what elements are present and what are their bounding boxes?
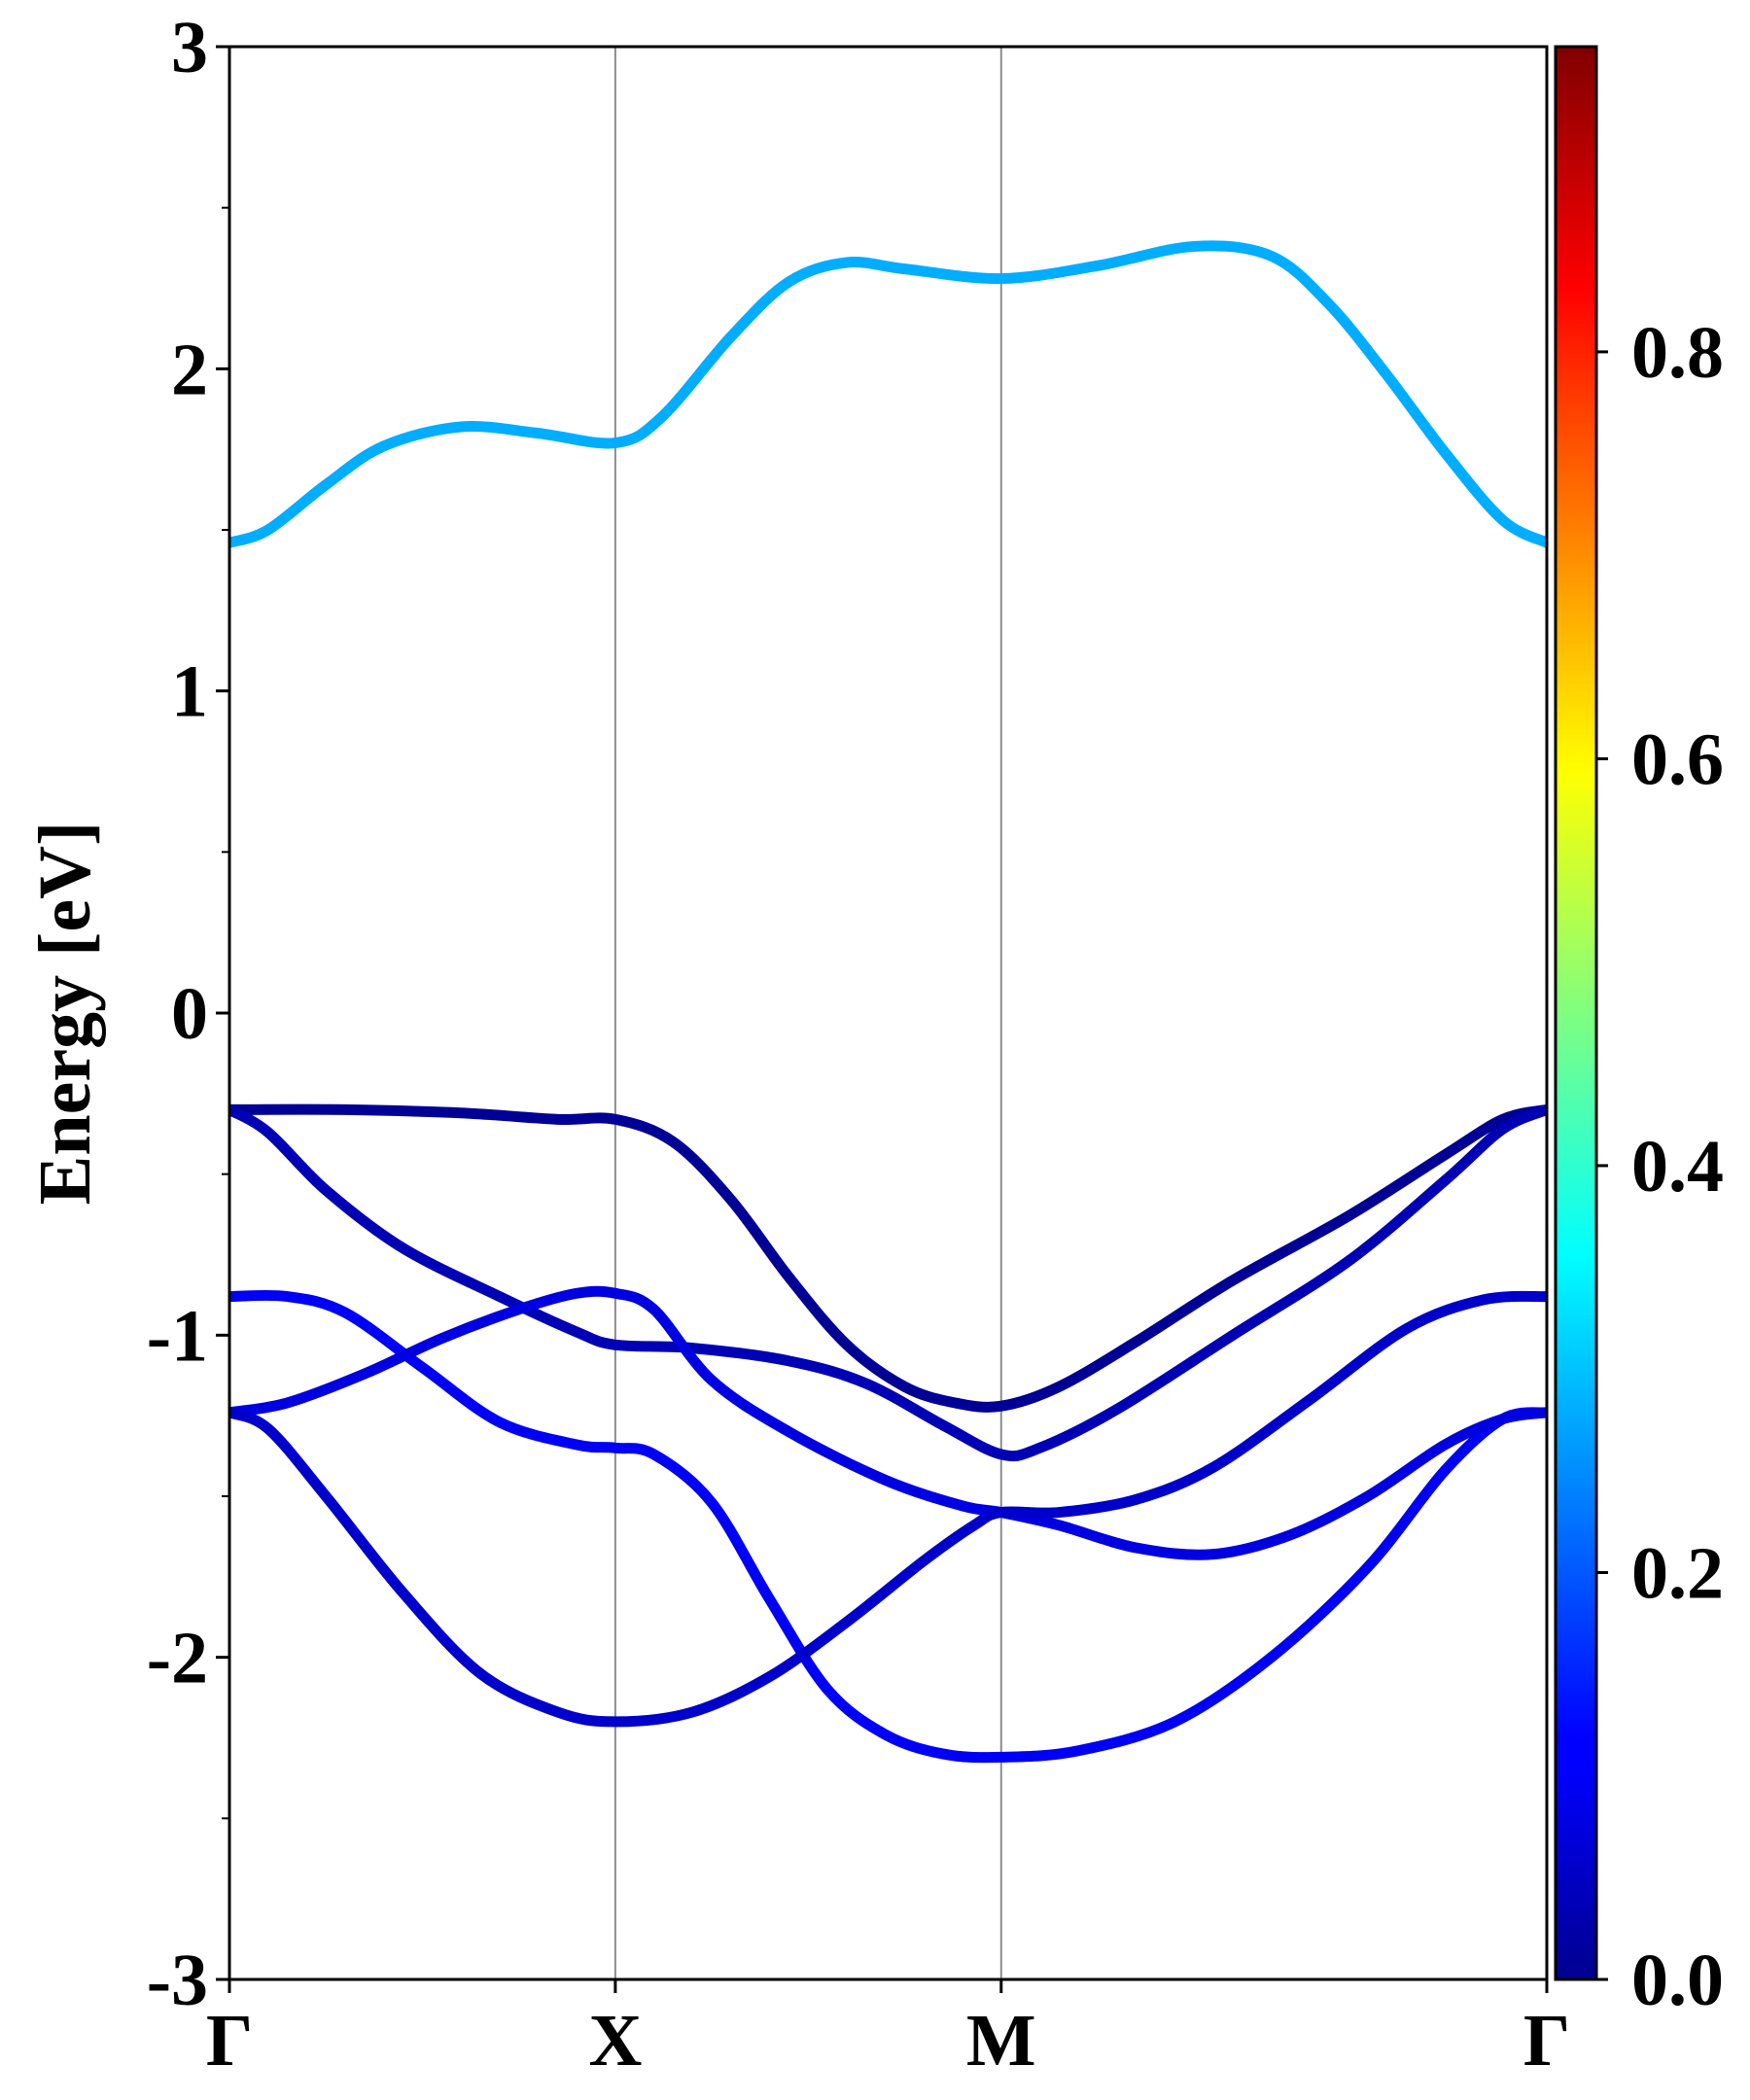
plot-frame (228, 45, 1549, 1981)
k-point-label: Γ (1523, 2000, 1570, 2082)
colorbar-tick-label: 0.4 (1631, 1126, 1724, 1208)
colorbar-tick-label: 0.0 (1631, 1940, 1724, 2021)
y-tick-label: 0 (171, 973, 208, 1055)
colorbar-tick-label: 0.6 (1631, 718, 1724, 800)
y-axis: -3 -2 -1 0 1 2 3 (147, 7, 229, 2021)
y-tick-label: 3 (171, 7, 208, 88)
band-line-1 (229, 1103, 1547, 1413)
y-tick-label: -1 (147, 1295, 208, 1377)
colorbar-gradient (1554, 45, 1598, 1981)
band-series-layer (229, 240, 1547, 1764)
k-point-label: Γ (206, 2000, 253, 2082)
band-line-4 (229, 1285, 1547, 1560)
band-line-5 (229, 1290, 1547, 1728)
y-axis-title: Energy [eV] (24, 822, 106, 1206)
k-point-label: X (588, 2000, 642, 2082)
y-tick-label: -3 (147, 1940, 208, 2021)
band-line-2 (229, 1103, 1547, 1462)
k-point-label: M (966, 2000, 1036, 2082)
k-point-vertical-lines (613, 47, 1002, 1979)
y-tick-label: 2 (171, 329, 208, 410)
y-tick-label: -2 (147, 1618, 208, 1699)
colorbar-tick-label: 0.8 (1631, 312, 1724, 394)
band-line-0 (229, 240, 1547, 548)
colorbar-tick-label: 0.2 (1631, 1532, 1724, 1614)
band-line-3 (229, 1289, 1547, 1764)
colorbar: 0.0 0.2 0.4 0.6 0.8 (1554, 45, 1724, 2021)
y-tick-label: 1 (171, 651, 208, 733)
